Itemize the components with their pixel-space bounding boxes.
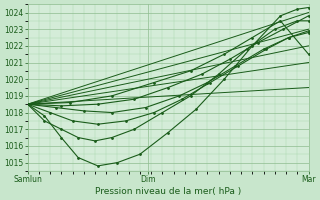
- X-axis label: Pression niveau de la mer( hPa ): Pression niveau de la mer( hPa ): [95, 187, 241, 196]
